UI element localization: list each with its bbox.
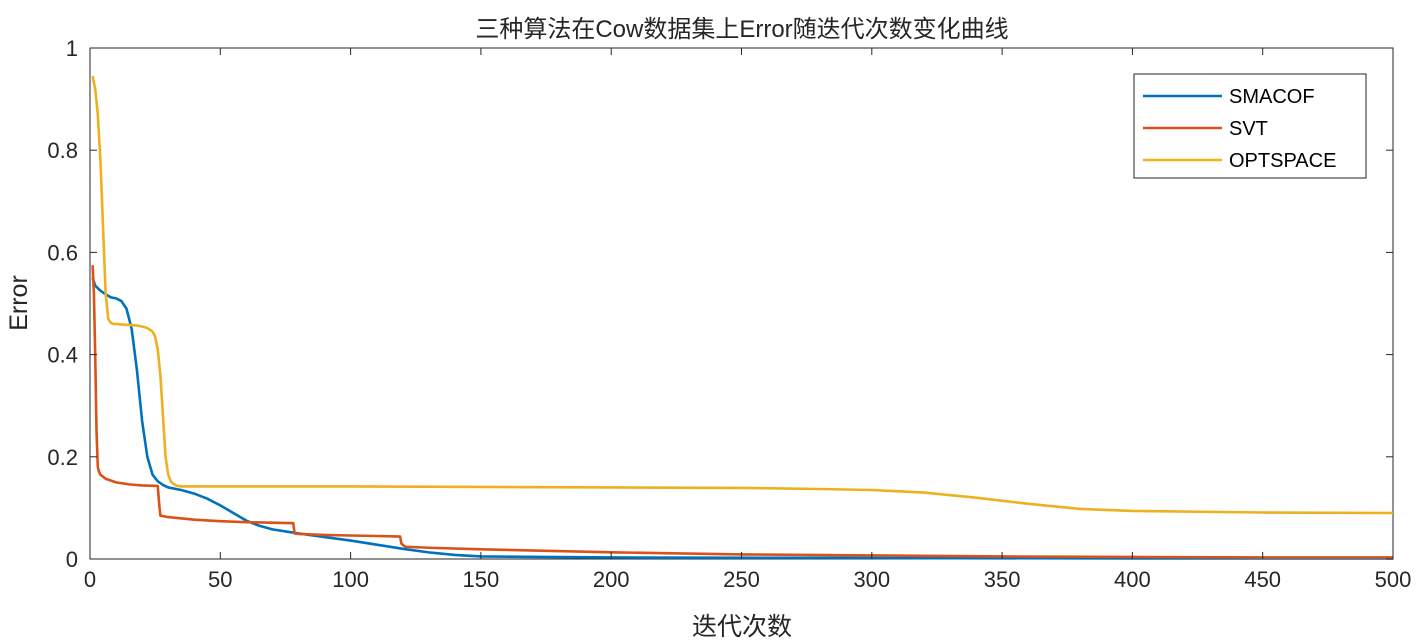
chart-title: 三种算法在Cow数据集上Error随迭代次数变化曲线 bbox=[475, 16, 1008, 43]
y-tick-label: 0 bbox=[66, 547, 78, 572]
legend-label-optspace: OPTSPACE bbox=[1229, 150, 1336, 172]
x-tick-label: 250 bbox=[723, 567, 760, 592]
x-tick-label: 150 bbox=[463, 567, 500, 592]
x-axis: 0 50 100 150 200 250 300 350 400 450 500 bbox=[84, 48, 1411, 592]
x-tick-label: 400 bbox=[1114, 567, 1151, 592]
x-tick-label: 300 bbox=[853, 567, 890, 592]
series-line-smacof bbox=[91, 277, 1393, 560]
x-tick-label: 200 bbox=[593, 567, 630, 592]
legend: SMACOF SVT OPTSPACE bbox=[1133, 73, 1367, 179]
x-tick-label: 450 bbox=[1244, 567, 1281, 592]
y-tick-label: 0.4 bbox=[47, 343, 78, 368]
y-axis: 0 0.2 0.4 0.6 0.8 1 bbox=[47, 36, 1393, 572]
y-tick-label: 0.2 bbox=[47, 445, 78, 470]
series-line-optspace bbox=[91, 75, 1394, 515]
y-tick-label: 0.8 bbox=[47, 138, 78, 163]
y-tick-label: 1 bbox=[66, 36, 78, 61]
y-tick-label: 0.6 bbox=[47, 240, 78, 265]
x-tick-label: 0 bbox=[84, 567, 96, 592]
x-axis-label: 迭代次数 bbox=[692, 613, 792, 641]
x-tick-label: 500 bbox=[1375, 567, 1412, 592]
y-axis-label: Error bbox=[5, 275, 33, 331]
x-tick-label: 350 bbox=[984, 567, 1021, 592]
legend-label-smacof: SMACOF bbox=[1229, 86, 1315, 108]
x-tick-label: 50 bbox=[208, 567, 232, 592]
x-tick-label: 100 bbox=[332, 567, 369, 592]
legend-label-svt: SVT bbox=[1229, 118, 1268, 140]
